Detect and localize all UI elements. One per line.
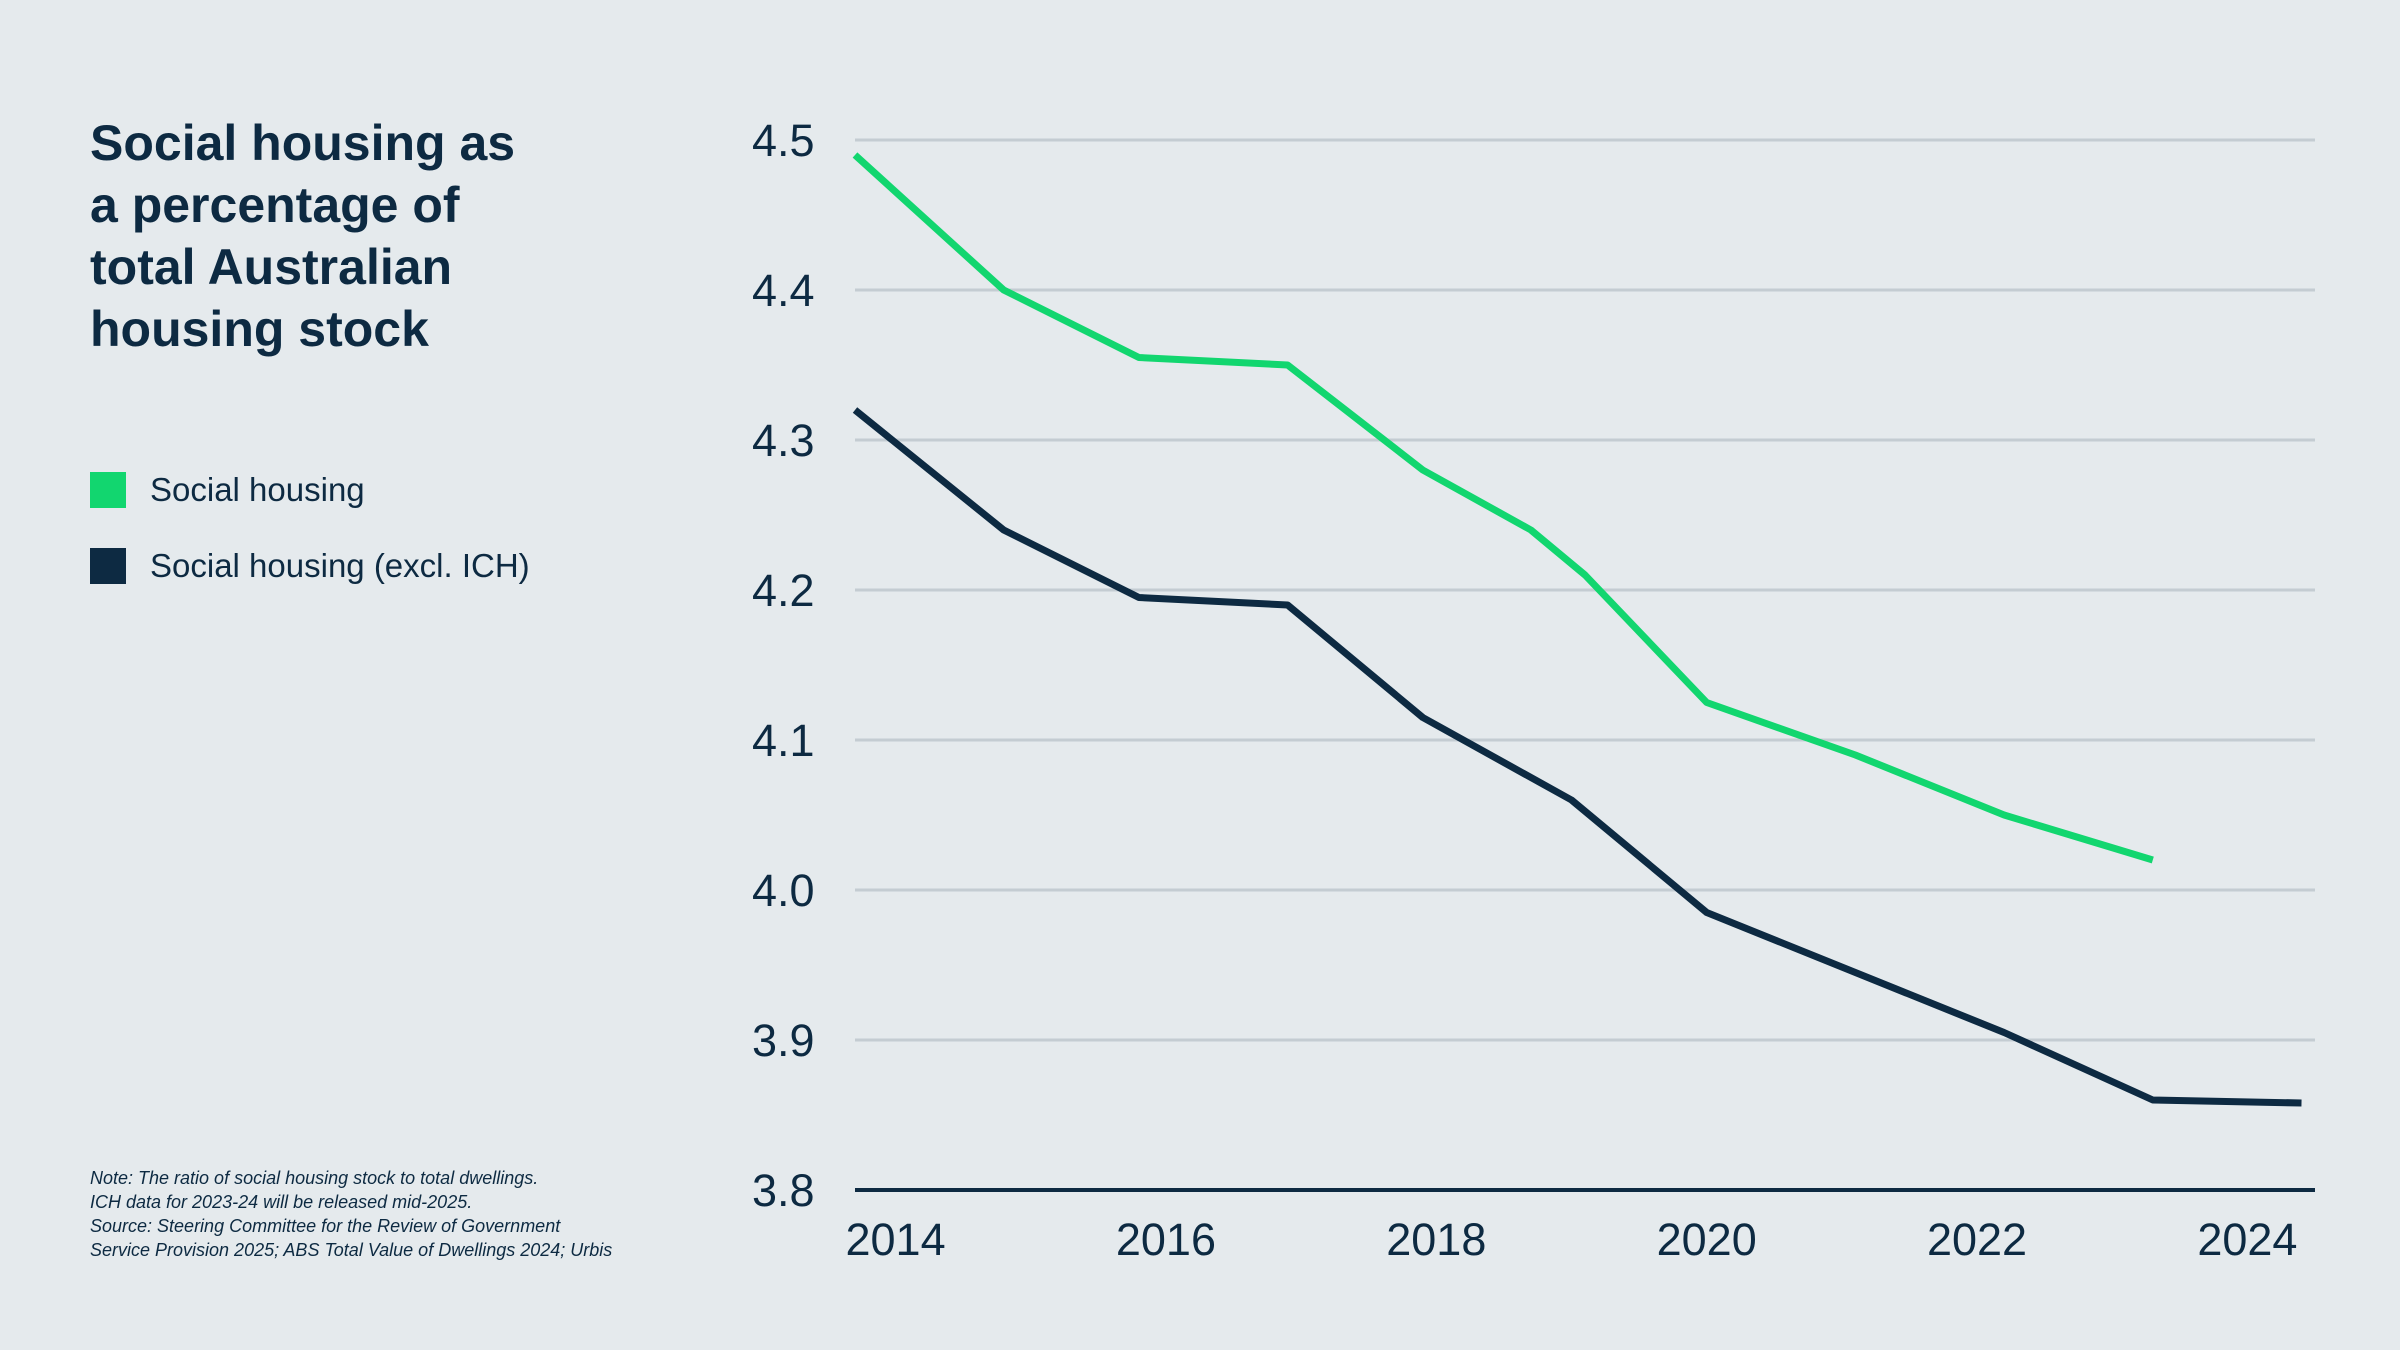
y-tick-label: 3.9 <box>752 1015 815 1066</box>
tick-labels: 3.8 3.9 4.0 4.1 4.2 4.3 4.4 4.5 2014 2016 2018 2020… <box>752 115 2297 1265</box>
footnote-line-source-cont: Service Provision 2025; ABS Total Value … <box>90 1240 613 1260</box>
series-line-social-housing-excl-ich <box>852 407 2302 1107</box>
x-tick-label: 2016 <box>1116 1214 1216 1265</box>
legend-swatch-social-housing-excl-ich <box>90 548 126 584</box>
x-tick-label: 2014 <box>846 1214 946 1265</box>
y-tick-label: 4.2 <box>752 565 815 616</box>
y-tick-label: 4.3 <box>752 415 815 466</box>
footnote-line-source: Source: Steering Committee for the Revie… <box>90 1216 561 1236</box>
y-tick-label: 4.5 <box>752 115 815 166</box>
chart-title: Social housing as a percentage of total … <box>90 115 516 357</box>
x-tick-label: 2020 <box>1657 1214 1757 1265</box>
gridlines <box>855 138 2315 1042</box>
legend-item-social-housing: Social housing <box>90 470 530 510</box>
x-tick-label: 2018 <box>1386 1214 1486 1265</box>
series-line-social-housing <box>852 152 2154 864</box>
legend-item-social-housing-excl-ich: Social housing (excl. ICH) <box>90 546 530 586</box>
footnote: Note: The ratio of social housing stock … <box>90 1166 710 1262</box>
y-tick-label: 3.8 <box>752 1165 815 1216</box>
footnote-line-ich: ICH data for 2023-24 will be released mi… <box>90 1192 473 1212</box>
legend: Social housing Social housing (excl. ICH… <box>90 470 530 622</box>
y-tick-label: 4.4 <box>752 265 815 316</box>
legend-label-social-housing: Social housing <box>150 471 365 508</box>
y-tick-label: 4.1 <box>752 715 815 766</box>
x-tick-label: 2024 <box>2197 1214 2297 1265</box>
y-tick-label: 4.0 <box>752 865 815 916</box>
series-lines <box>852 152 2302 1107</box>
legend-label-social-housing-excl-ich: Social housing (excl. ICH) <box>150 547 530 584</box>
legend-swatch-social-housing <box>90 472 126 508</box>
x-tick-label: 2022 <box>1927 1214 2027 1265</box>
footnote-line-note: Note: The ratio of social housing stock … <box>90 1168 539 1188</box>
